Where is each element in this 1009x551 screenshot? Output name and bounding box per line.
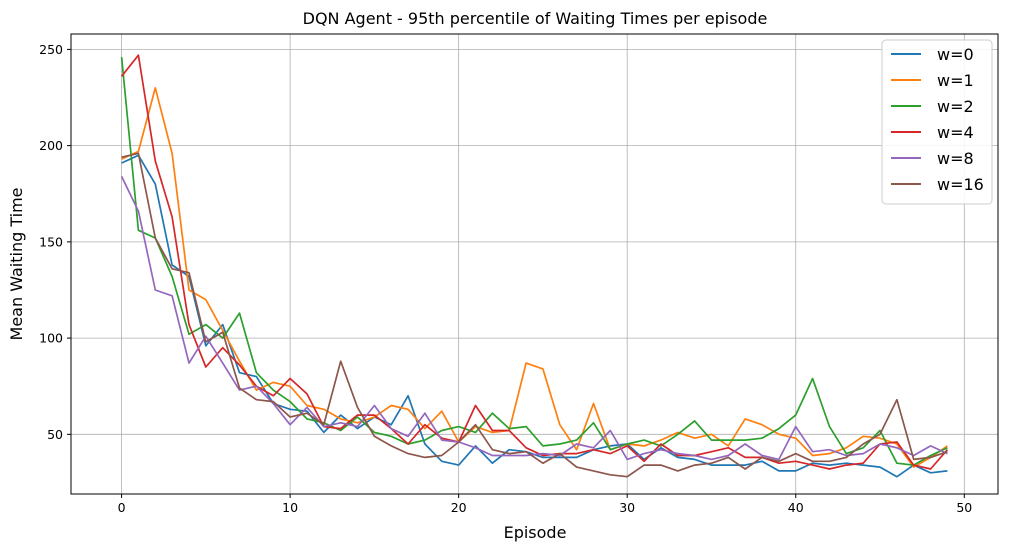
- grid: [71, 34, 998, 494]
- legend-label: w=1: [937, 71, 974, 90]
- legend-label: w=0: [937, 45, 974, 64]
- y-axis-label: Mean Waiting Time: [7, 188, 26, 341]
- plot-area-frame: [70, 33, 999, 495]
- y-tick-label: 250: [39, 42, 63, 57]
- series-lines: [120, 54, 949, 478]
- x-tick-label: 50: [956, 500, 972, 515]
- x-tick-label: 0: [118, 500, 126, 515]
- legend-label: w=4: [937, 123, 974, 142]
- series-line-w-4: [120, 54, 949, 470]
- legend-label: w=16: [937, 175, 984, 194]
- x-tick-label: 30: [619, 500, 635, 515]
- legend-label: w=8: [937, 149, 974, 168]
- axis-ticks: 0 10 20 30 40 50 50 100 150 200 250: [39, 42, 972, 515]
- series-line-w-8: [120, 176, 948, 461]
- x-axis-label: Episode: [504, 523, 567, 542]
- chart-title: DQN Agent - 95th percentile of Waiting T…: [303, 9, 768, 28]
- series-line-w-2: [120, 57, 948, 466]
- y-tick-label: 200: [39, 138, 63, 153]
- y-tick-label: 100: [39, 331, 63, 346]
- y-tick-label: 50: [47, 427, 63, 442]
- legend: w=0 w=1 w=2 w=4 w=8 w=16: [881, 39, 993, 205]
- legend-label: w=2: [937, 97, 974, 116]
- y-tick-label: 150: [39, 234, 63, 249]
- series-line-w-16: [121, 152, 948, 478]
- x-tick-label: 20: [451, 500, 467, 515]
- x-tick-label: 10: [282, 500, 298, 515]
- x-tick-label: 40: [788, 500, 804, 515]
